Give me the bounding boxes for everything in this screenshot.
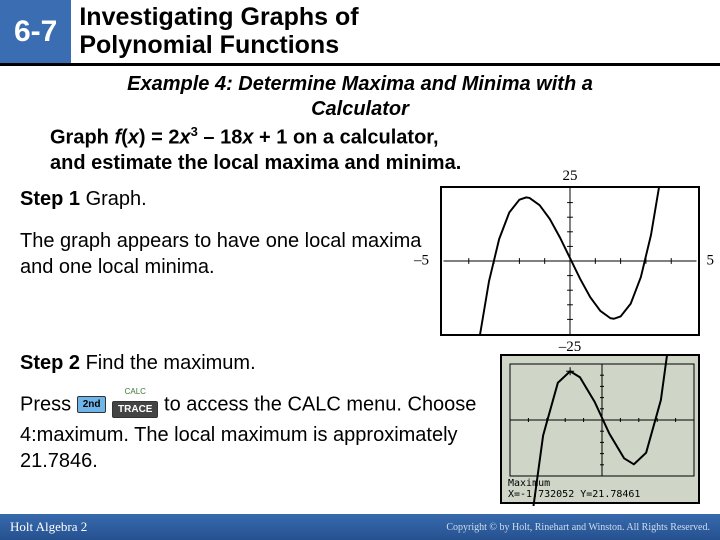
footer: Holt Algebra 2 Copyright © by Holt, Rine… bbox=[0, 514, 720, 540]
problem-text: Graph f(x) = 2x3 – 18x + 1 on a calculat… bbox=[20, 124, 700, 176]
trace-button-icon: TRACE bbox=[112, 401, 158, 418]
t: x bbox=[180, 127, 191, 149]
content: Example 4: Determine Maxima and Minima w… bbox=[0, 66, 720, 504]
t: ) = 2 bbox=[139, 127, 180, 149]
left-col: Step 1 Graph. The graph appears to have … bbox=[20, 186, 432, 280]
axis-right: 5 bbox=[707, 252, 715, 269]
trace-button-group: CALC TRACE bbox=[112, 388, 158, 422]
calc-line1: Maximum bbox=[508, 478, 550, 489]
section-badge: 6-7 bbox=[0, 0, 71, 63]
row-step1: Step 1 Graph. The graph appears to have … bbox=[20, 186, 700, 336]
t: ( bbox=[121, 127, 128, 149]
calc-screenshot: Maximum X=-1.732052 Y=21.78461 bbox=[500, 354, 700, 504]
t: – 18 bbox=[198, 127, 242, 149]
example-title-l2: Calculator bbox=[311, 98, 409, 120]
t: 3 bbox=[191, 124, 198, 139]
step1-line: Step 1 Graph. bbox=[20, 186, 432, 212]
axis-left: –5 bbox=[414, 252, 429, 269]
section-title: Investigating Graphs of Polynomial Funct… bbox=[71, 0, 366, 63]
graph-svg bbox=[440, 186, 700, 336]
title-line1: Investigating Graphs of bbox=[79, 3, 358, 31]
second-button-icon: 2nd bbox=[77, 396, 107, 413]
footer-right: Copyright © by Holt, Rinehart and Winsto… bbox=[446, 522, 710, 533]
row-step2: Step 2 Find the maximum. Press 2nd CALC … bbox=[20, 350, 700, 504]
step2-line: Step 2 Find the maximum. bbox=[20, 350, 482, 376]
t: and estimate the local maxima and minima… bbox=[50, 152, 461, 174]
t: x bbox=[128, 127, 139, 149]
step2-desc: Press 2nd CALC TRACE to access the CALC … bbox=[20, 388, 482, 474]
t: x bbox=[242, 127, 253, 149]
calc-line2: X=-1.732052 Y=21.78461 bbox=[508, 489, 640, 500]
t: Graph bbox=[50, 127, 114, 149]
axis-top: 25 bbox=[563, 168, 578, 185]
example-title-l1: Example 4: Determine Maxima and Minima w… bbox=[127, 73, 593, 95]
header: 6-7 Investigating Graphs of Polynomial F… bbox=[0, 0, 720, 66]
calc-readout: Maximum X=-1.732052 Y=21.78461 bbox=[508, 478, 640, 500]
press-text: Press bbox=[20, 393, 77, 415]
graph-box: 25 –5 5 –25 bbox=[440, 186, 700, 336]
title-line2: Polynomial Functions bbox=[79, 31, 339, 59]
footer-left: Holt Algebra 2 bbox=[10, 519, 87, 535]
step1-text: Graph. bbox=[80, 188, 147, 210]
t: + 1 on a calculator, bbox=[253, 127, 438, 149]
calc-label: CALC bbox=[112, 388, 158, 396]
step2-label: Step 2 bbox=[20, 352, 80, 374]
left2-col: Step 2 Find the maximum. Press 2nd CALC … bbox=[20, 350, 482, 474]
example-title: Example 4: Determine Maxima and Minima w… bbox=[20, 72, 700, 122]
step2-text: Find the maximum. bbox=[80, 352, 256, 374]
step1-desc: The graph appears to have one local maxi… bbox=[20, 228, 432, 280]
step1-label: Step 1 bbox=[20, 188, 80, 210]
